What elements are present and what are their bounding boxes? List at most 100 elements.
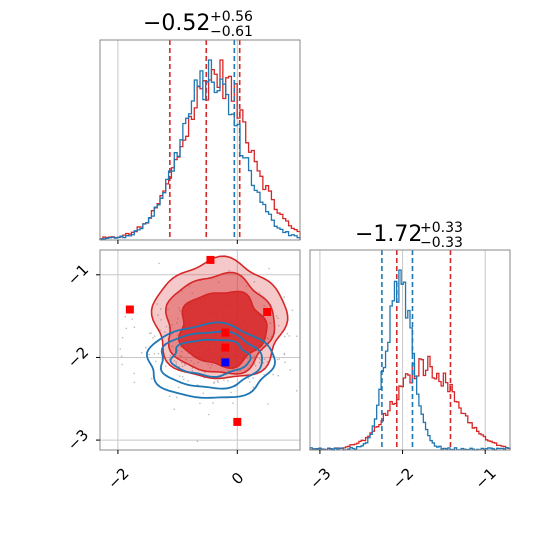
blue-contour-mid <box>159 330 263 390</box>
joint-sample-point <box>150 377 153 380</box>
joint-sample-point <box>191 292 194 294</box>
p1-title-plus: +0.56 <box>210 9 253 25</box>
blue-contour-outer <box>145 321 276 399</box>
joint-sample-point <box>188 285 190 287</box>
joint-x-tick-label: −2 <box>104 464 132 492</box>
joint-sample-point <box>177 317 179 320</box>
joint-sample-point <box>202 392 205 395</box>
joint-sample-point <box>183 378 185 381</box>
joint-sample-point <box>167 308 169 311</box>
joint-sample-point <box>157 352 160 355</box>
joint-sample-point <box>212 382 215 384</box>
joint-sample-point <box>158 262 160 265</box>
joint-x-tick-label: 0 <box>228 469 247 488</box>
joint-sample-point <box>210 363 213 366</box>
joint-sample-point <box>252 357 254 360</box>
p2-frame <box>309 249 511 451</box>
joint-sample-point <box>216 380 219 382</box>
joint-sample-point <box>275 315 278 317</box>
joint-sample-point <box>133 381 136 384</box>
joint-sample-point <box>230 391 232 394</box>
marker-red <box>263 307 272 316</box>
p1-title-minus: −0.61 <box>210 24 253 40</box>
joint-sample-point <box>288 335 291 337</box>
p2-title-median: −1.72 <box>355 222 422 247</box>
joint-sample-point <box>196 440 199 442</box>
p2-x-tick-label: −1 <box>471 464 499 492</box>
joint-sample-point <box>119 348 122 350</box>
joint-sample-point <box>157 314 159 316</box>
joint-sample-point <box>120 355 123 358</box>
joint-sample-point <box>169 354 172 357</box>
joint-sample-point <box>263 305 265 307</box>
joint-sample-point <box>271 355 274 358</box>
p2-marginal-panel: −3 −2 −1 <box>306 249 511 493</box>
joint-sample-point <box>266 360 269 363</box>
joint-sample-point <box>121 363 123 366</box>
joint-sample-point <box>175 396 178 399</box>
joint-sample-point <box>283 296 285 298</box>
p2-title: −1.72 +0.33 −0.33 <box>355 220 463 251</box>
joint-sample-point <box>227 370 230 372</box>
joint-sample-point <box>152 336 154 339</box>
joint-sample-point <box>307 376 309 378</box>
joint-sample-point <box>203 371 206 374</box>
marker-red <box>125 305 134 314</box>
joint-sample-point <box>227 380 229 382</box>
joint-sample-point <box>278 358 281 360</box>
joint-y-tick-label: −3 <box>64 426 92 454</box>
joint-sample-point <box>258 292 261 294</box>
joint-sample-point <box>184 364 187 367</box>
joint-sample-point <box>160 319 162 321</box>
joint-sample-point <box>187 380 190 382</box>
joint-sample-point <box>154 360 157 363</box>
joint-sample-point <box>175 363 178 365</box>
joint-sample-point <box>258 361 261 364</box>
joint-sample-point <box>145 346 147 349</box>
joint-sample-point <box>263 373 265 376</box>
joint-sample-point <box>213 381 216 383</box>
joint-sample-point <box>263 358 266 361</box>
joint-sample-point <box>173 359 176 362</box>
p1-marginal-panel <box>99 39 301 244</box>
joint-sample-point <box>283 335 286 338</box>
joint-sample-point <box>175 361 177 363</box>
joint-sample-point <box>268 267 270 270</box>
joint-sample-point <box>176 349 179 352</box>
p2-hist-red <box>309 355 511 451</box>
joint-sample-point <box>179 309 181 312</box>
joint-sample-point <box>232 402 234 404</box>
p1-title-median: −0.52 <box>143 11 210 36</box>
joint-contours <box>100 255 309 442</box>
joint-sample-point <box>253 363 256 365</box>
joint-sample-point <box>173 408 176 410</box>
joint-sample-point <box>180 362 183 364</box>
joint-sample-point <box>245 285 248 287</box>
marker-red <box>233 417 242 426</box>
joint-sample-point <box>223 379 225 381</box>
joint-sample-point <box>168 395 171 398</box>
joint-sample-point <box>239 369 241 372</box>
joint-sample-point <box>125 327 128 330</box>
joint-sample-point <box>178 375 181 377</box>
joint-y-tick-label: −1 <box>64 261 92 289</box>
p2-title-minus: −0.33 <box>420 235 463 251</box>
joint-sample-point <box>176 322 178 324</box>
joint-frame <box>99 249 301 451</box>
joint-sample-point <box>133 326 136 329</box>
joint-sample-point <box>193 363 195 365</box>
joint-sample-point <box>199 402 201 405</box>
joint-sample-point <box>277 374 280 377</box>
joint-sample-point <box>178 307 180 309</box>
joint-sample-point <box>252 377 254 379</box>
marker-red <box>221 343 230 352</box>
joint-sample-point <box>247 377 250 380</box>
joint-sample-point <box>207 413 210 416</box>
joint-sample-point <box>149 332 151 335</box>
joint-sample-point <box>164 331 166 333</box>
joint-sample-point <box>267 403 269 405</box>
joint-sample-point <box>209 366 211 369</box>
joint-sample-point <box>277 324 280 327</box>
p1-title: −0.52 +0.56 −0.61 <box>143 9 253 40</box>
